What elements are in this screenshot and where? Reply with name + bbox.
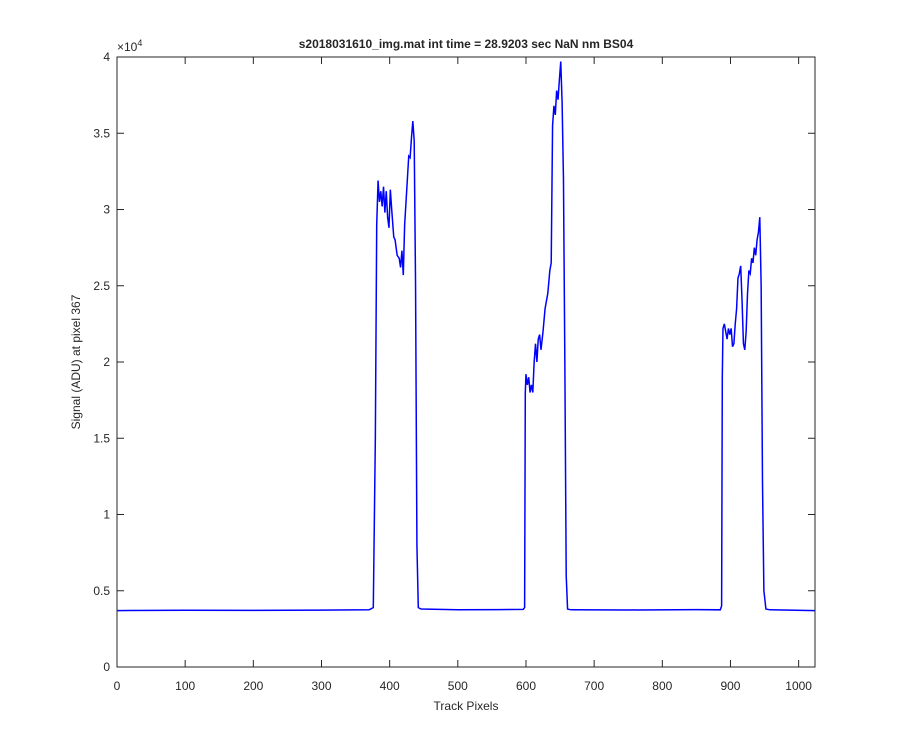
x-tick-label: 900 <box>720 679 740 693</box>
y-tick-label: 1.5 <box>93 431 110 445</box>
x-tick-label: 500 <box>448 679 468 693</box>
y-tick-label: 3 <box>103 203 110 217</box>
x-tick-label: 300 <box>311 679 331 693</box>
x-tick-label: 800 <box>652 679 672 693</box>
x-tick-label: 700 <box>584 679 604 693</box>
y-tick-label: 4 <box>103 50 110 64</box>
y-tick-label: 0 <box>103 660 110 674</box>
data-line <box>116 61 816 612</box>
y-tick-label: 1 <box>103 508 110 522</box>
axes-box <box>116 56 816 668</box>
x-tick-label: 1000 <box>785 679 812 693</box>
y-multiplier: ×104 <box>117 38 142 54</box>
chart-title: s2018031610_img.mat int time = 28.9203 s… <box>299 37 634 51</box>
x-tick-label: 0 <box>114 679 121 693</box>
y-tick-label: 2.5 <box>93 279 110 293</box>
y-multiplier-exponent: 4 <box>137 38 142 48</box>
y-tick-label: 3.5 <box>93 126 110 140</box>
x-tick-label: 200 <box>243 679 263 693</box>
x-axis-label: Track Pixels <box>434 699 499 713</box>
x-tick-label: 600 <box>516 679 536 693</box>
plot-area <box>117 57 815 667</box>
x-tick-label: 400 <box>380 679 400 693</box>
y-tick-label: 0.5 <box>93 584 110 598</box>
x-tick-label: 100 <box>175 679 195 693</box>
y-tick-label: 2 <box>103 355 110 369</box>
y-axis-label: Signal (ADU) at pixel 367 <box>69 294 83 429</box>
y-multiplier-base: ×10 <box>117 40 138 54</box>
